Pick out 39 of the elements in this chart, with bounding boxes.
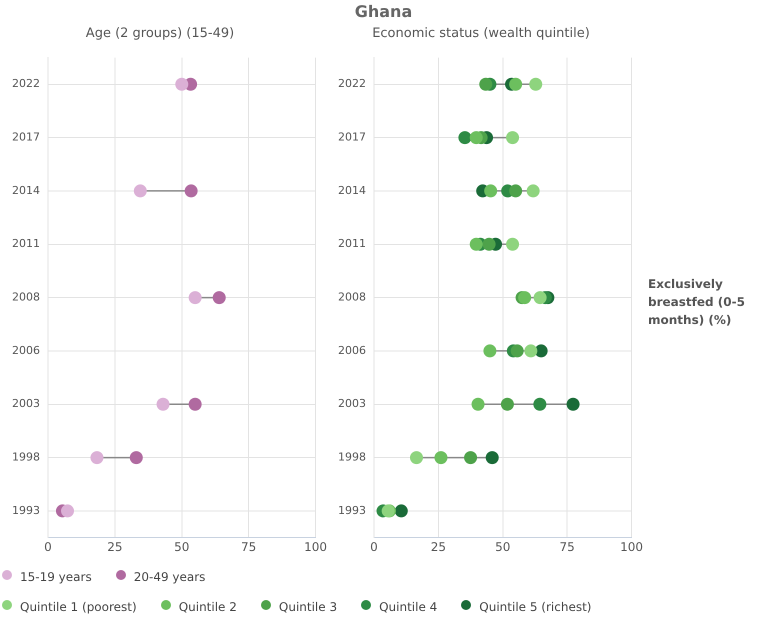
x-tick-label: 25 [107,540,123,554]
y-tick-label: 2014 [338,184,366,197]
y-tick-label: 2022 [12,77,40,90]
x-tick-label: 75 [560,540,575,554]
legend-label: Quintile 5 (richest) [478,600,592,614]
y-tick-label: 2003 [12,397,40,410]
chart-subtitle: Economic status (wealth quintile) [372,26,590,42]
y-tick-label: 2008 [338,290,366,304]
y-tick-label: 1998 [338,450,366,464]
y2-axis-title: Exclusively breastfed (0-5 months) (%) [648,276,746,329]
y-tick-label: 2014 [12,184,40,197]
y-tick-label: 1993 [12,504,40,517]
x-tick-label: 25 [430,540,446,554]
chart-subtitle: Age (2 groups) (15-49) [86,26,234,42]
x-tick-label: 0 [370,540,378,554]
y-tick-label: 2003 [338,397,366,410]
chart-title: Ghana [354,2,414,21]
legend-label: 20-49 years [132,570,206,584]
y-tick-label: 2006 [12,344,40,357]
y-tick-label: 2017 [12,130,40,144]
legend-label: Quintile 1 (poorest) [19,600,137,614]
y-tick-label: 2008 [12,290,40,304]
x-tick-label: 100 [620,540,643,554]
x-tick-label: 50 [495,540,510,554]
y-tick-label: 2011 [338,237,366,250]
y-tick-label: 2011 [12,237,40,250]
legend-label: Quintile 2 [178,600,237,614]
legend-label: Quintile 3 [278,600,338,614]
y-tick-label: 2017 [338,130,366,144]
y-tick-label: 2022 [338,77,366,90]
y-tick-label: 2006 [338,344,366,357]
x-tick-label: 100 [304,540,327,554]
legend-label: 15-19 years [19,570,92,584]
x-tick-label: 50 [174,540,190,554]
y-tick-label: 1998 [12,450,40,464]
x-tick-label: 75 [241,540,256,554]
y-tick-label: 1993 [338,504,366,517]
x-tick-label: 0 [44,540,52,554]
legend-label: Quintile 4 [378,600,438,614]
